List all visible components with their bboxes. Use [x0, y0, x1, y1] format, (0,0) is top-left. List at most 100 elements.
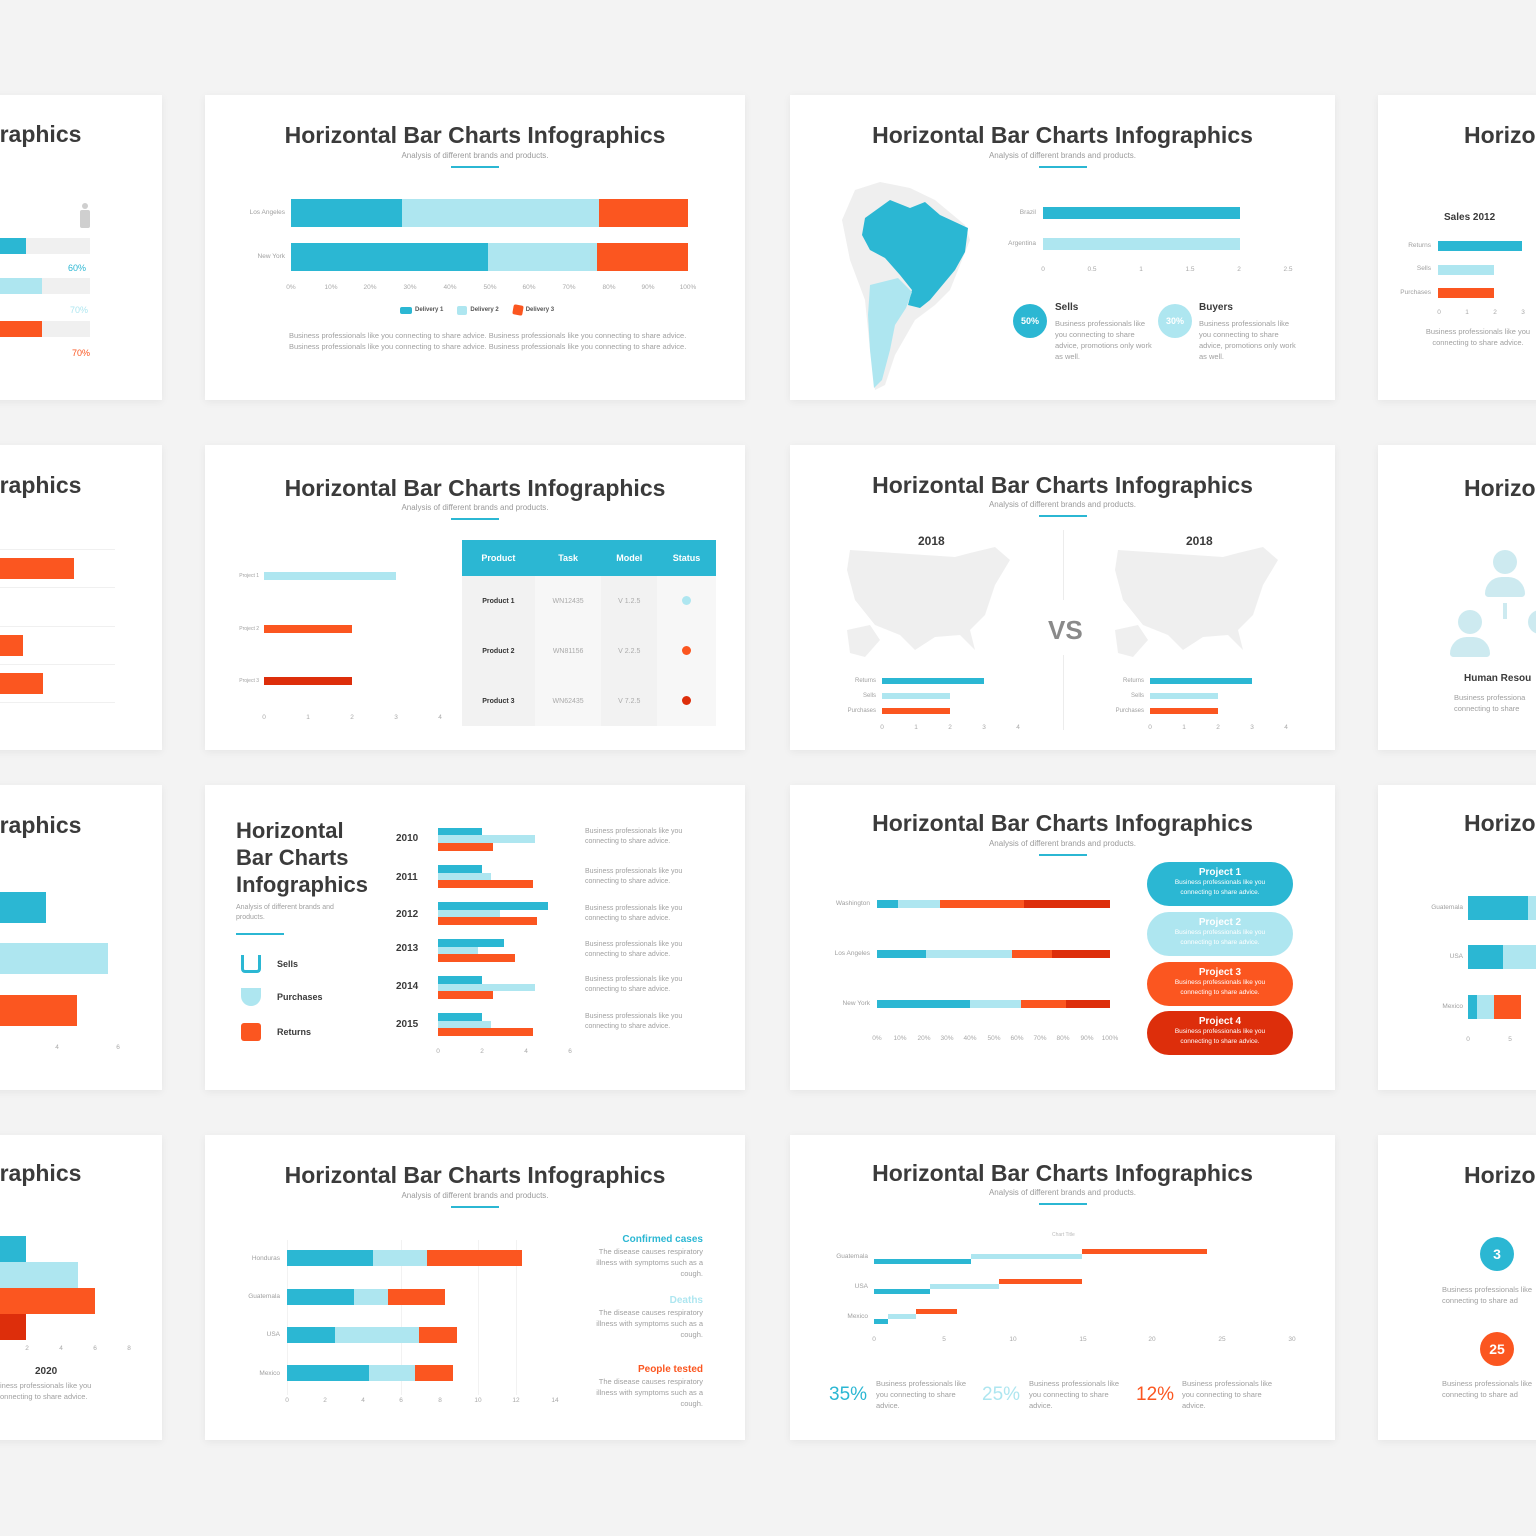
slide-title: Horizontal Bar Charts Infographics	[872, 472, 1253, 498]
row-label: Purchases	[1115, 708, 1144, 714]
slide-partial-right-1[interactable]: Horizontal Bar Charts Infographics Sales…	[1378, 95, 1536, 400]
slide-subtitle: Analysis of different brands and product…	[236, 904, 334, 922]
package-icon	[511, 304, 524, 316]
chart-legend: Delivery 1 Delivery 2 Delivery 3	[400, 304, 554, 316]
year-note: Business professionals like you connecti…	[585, 941, 683, 959]
row-label: USA	[854, 1283, 868, 1290]
body-paragraph: Business professionals like you connecti…	[289, 331, 687, 351]
stacked-bar-washington	[877, 900, 1110, 908]
project-pill-2[interactable]: Project 2 Business professionals like yo…	[1147, 912, 1293, 956]
cell-status	[657, 576, 716, 626]
bar-usa-s2	[930, 1284, 999, 1289]
bar	[0, 943, 108, 974]
row-label: USA	[266, 1331, 280, 1338]
bar-guatemala-s3	[1082, 1249, 1207, 1254]
slide-delivery-stacked[interactable]: Horizontal Bar Charts Infographics Analy…	[205, 95, 745, 400]
slide-title: Horizontal Bar Charts Infographics	[284, 1162, 666, 1188]
row-label: Purchases	[1400, 289, 1431, 296]
slide-partial-left-4[interactable]: Horizontal Bar Charts Infographics 2 4 6…	[0, 1135, 162, 1440]
bar-purchases	[438, 873, 491, 880]
bar-purchases	[438, 910, 500, 917]
year-note: Business professionals like you connecti…	[585, 828, 683, 846]
slide-subtitle: Analysis of different brands and product…	[988, 500, 1137, 509]
legend-item-sells: Sells	[241, 955, 298, 973]
year-note: Business professionals like you connecti…	[585, 976, 683, 994]
slide-projects-table[interactable]: Horizontal Bar Charts Infographics Analy…	[205, 445, 745, 750]
slide-title: Horizontal Bar Charts Infographics	[0, 812, 82, 838]
project-pill-4[interactable]: Project 4 Business professionals like yo…	[1147, 1011, 1293, 1055]
slide-waterfall[interactable]: Horizontal Bar Charts Infographics Analy…	[790, 1135, 1335, 1440]
number-text-1: Business professionals like connecting t…	[1442, 1285, 1533, 1305]
row-label: Guatemala	[248, 1293, 280, 1300]
gridline	[401, 1240, 402, 1395]
row-label: USA	[1449, 953, 1463, 960]
vs-label: VS	[1048, 615, 1083, 645]
column-header[interactable]: Task	[534, 540, 602, 576]
cell-task: WN81156	[534, 626, 602, 676]
usa-map-right	[1115, 547, 1278, 657]
bar-project-2	[264, 625, 352, 633]
gridline	[0, 664, 115, 665]
bar	[0, 673, 43, 694]
row-label: Mexico	[847, 1313, 868, 1320]
project-pill-1[interactable]: Project 1 Business professionals like yo…	[1147, 862, 1293, 906]
stacked-bar-new-york	[291, 243, 688, 271]
year-label-right: 2018	[1186, 534, 1213, 548]
slide-south-america[interactable]: Horizontal Bar Charts Infographics Analy…	[790, 95, 1335, 400]
slide-title: Horizontal Bar Charts Infographics	[1464, 475, 1536, 501]
slide-title: Horizontal Bar Charts Infographics	[0, 1160, 82, 1186]
note-text-tested: The disease causes respiratory illness w…	[596, 1377, 703, 1408]
note-text-confirmed: The disease causes respiratory illness w…	[596, 1247, 703, 1278]
bar-purchases	[438, 984, 535, 991]
slide-partial-left-2[interactable]: Horizontal Bar Charts Infographics	[0, 445, 162, 750]
slide-partial-right-3[interactable]: Horizontal Bar Charts Infographics Guate…	[1378, 785, 1536, 1090]
row-label: Mexico	[1442, 1003, 1463, 1010]
slide-partial-left-1[interactable]: Horizontal Bar Charts Infographics 60% 7…	[0, 95, 162, 400]
divider	[1063, 530, 1064, 600]
bar-usa-s3	[999, 1279, 1082, 1284]
slide-usa-vs[interactable]: Horizontal Bar Charts Infographics Analy…	[790, 445, 1335, 750]
year-note: Business professionals like you connecti…	[585, 905, 683, 923]
south-america-map	[842, 182, 970, 390]
slide-partial-right-4[interactable]: Horizontal Bar Charts Infographics 3 Bus…	[1378, 1135, 1536, 1440]
slide-years-grouped[interactable]: Horizontal Bar Charts Infographics Analy…	[205, 785, 745, 1090]
cell-task: WN12435	[534, 576, 602, 626]
stat-text-sells: Business professionals like you connecti…	[1055, 319, 1152, 361]
year-note: Business professionals like you connecti…	[585, 868, 683, 886]
cell-model: V 7.2.5	[601, 676, 658, 726]
cell-model: V 2.2.5	[601, 626, 658, 676]
body-text: iness professionals like you onnecting t…	[0, 1381, 92, 1401]
project-pill-3[interactable]: Project 3 Business professionals like yo…	[1147, 962, 1293, 1006]
usa-map-left	[847, 547, 1010, 657]
progress-bar-2	[0, 278, 90, 294]
bar-purchases-right	[1150, 708, 1218, 714]
cell-product: Product 1	[462, 576, 535, 626]
box-stack-icon	[457, 305, 468, 315]
bar-purchases	[1438, 288, 1494, 298]
slide-partial-left-3[interactable]: Horizontal Bar Charts Infographics 4 6	[0, 785, 162, 1090]
bar-purchases	[438, 947, 478, 954]
slide-title: Horizontal Bar Charts Infographics	[284, 122, 666, 148]
slide-projects-pills[interactable]: Horizontal Bar Charts Infographics Analy…	[790, 785, 1335, 1090]
column-header[interactable]: Product	[462, 540, 535, 576]
stat-text-buyers: Business professionals like you connecti…	[1199, 319, 1296, 361]
bar-returns	[438, 954, 515, 962]
note-title-confirmed: Confirmed cases	[622, 1234, 703, 1245]
body-text: Business professionals like you connecti…	[1425, 327, 1531, 347]
column-header[interactable]: Model	[601, 540, 658, 576]
status-dot	[682, 645, 692, 655]
slide-partial-right-2[interactable]: Horizontal Bar Charts Infographics Human…	[1378, 445, 1536, 750]
slide-covid-stacked[interactable]: Horizontal Bar Charts Infographics Analy…	[205, 1135, 745, 1440]
year-label: 2012	[396, 909, 419, 920]
number-text-2: Business professionals like connecting t…	[1442, 1379, 1533, 1399]
gridline	[0, 626, 115, 627]
stacked-bar-los-angeles	[291, 199, 688, 227]
bar	[0, 635, 23, 656]
column-header[interactable]: Status	[657, 540, 716, 576]
bar-usa-s1	[874, 1289, 930, 1294]
divider	[1063, 655, 1064, 730]
slide-title: Horizontal Bar Charts Infographics	[872, 810, 1253, 836]
bar-guatemala-s1	[874, 1259, 971, 1264]
row-label: Argentina	[1008, 240, 1036, 247]
bar-sells	[438, 976, 482, 984]
